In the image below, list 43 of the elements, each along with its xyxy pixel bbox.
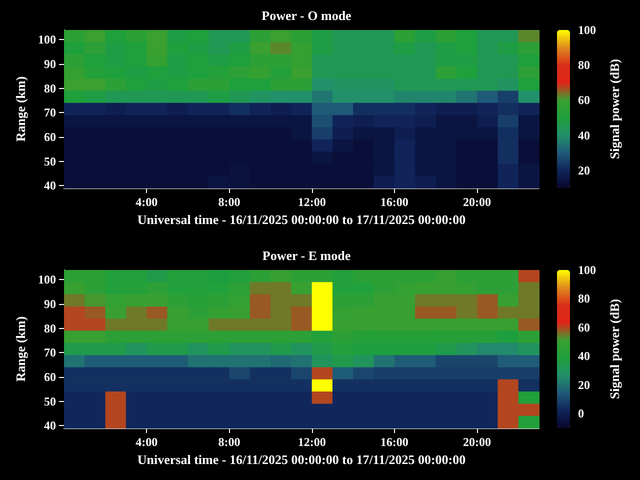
x-tick-label: 12:00	[298, 435, 326, 449]
color-bar-label: 40	[578, 128, 590, 142]
x-tick-label: 12:00	[298, 195, 326, 209]
y-tick-label: 90	[44, 57, 56, 72]
x-axis-title: Universal time - 16/11/2025 00:00:00 to 17/11/2025 00:00:00	[137, 212, 466, 227]
x-tick-label: 16:00	[380, 435, 408, 449]
chart-title: Power - O mode	[262, 8, 352, 23]
x-tick-label: 4:00	[136, 195, 158, 209]
y-tick-label: 50	[44, 394, 56, 408]
color-bar-title: Signal power (dB)	[607, 58, 622, 160]
color-bar-label: 20	[578, 163, 590, 178]
y-tick-label: 70	[44, 346, 56, 360]
color-bar-label: 0	[578, 406, 584, 421]
color-bar-label: 60	[578, 320, 590, 334]
y-tick-label: 70	[44, 106, 56, 120]
color-bar-label: 80	[578, 58, 590, 72]
color-bar-label: 20	[578, 378, 590, 392]
color-bar-title: Signal power (dB)	[607, 298, 622, 400]
y-tick-label: 100	[38, 272, 56, 287]
color-bar-label: 80	[578, 292, 590, 306]
x-tick-label: 8:00	[218, 195, 240, 209]
color-bar-label: 100	[578, 23, 596, 37]
y-tick-label: 80	[44, 81, 56, 96]
x-axis-title: Universal time - 16/11/2025 00:00:00 to 17/11/2025 00:00:00	[137, 452, 466, 467]
y-tick-label: 60	[44, 130, 56, 144]
y-tick-label: 50	[44, 154, 56, 168]
color-bar-label: 40	[578, 349, 590, 364]
x-tick-label: 16:00	[380, 195, 408, 209]
y-tick-label: 40	[44, 418, 56, 433]
x-tick-label: 4:00	[136, 435, 158, 449]
y-tick-label: 40	[44, 178, 56, 193]
chart-title: Power - E mode	[262, 248, 351, 263]
x-tick-label: 20:00	[463, 195, 492, 209]
y-axis-title: Range (km)	[13, 316, 28, 382]
y-tick-label: 100	[38, 32, 56, 47]
x-tick-label: 8:00	[218, 435, 240, 449]
y-axis-title: Range (km)	[13, 76, 28, 142]
x-tick-label: 20:00	[463, 435, 492, 449]
color-bar-label: 60	[578, 93, 590, 108]
y-tick-label: 90	[44, 297, 56, 312]
y-tick-label: 60	[44, 370, 56, 384]
y-tick-label: 80	[44, 321, 56, 336]
color-bar-label: 100	[578, 263, 596, 277]
